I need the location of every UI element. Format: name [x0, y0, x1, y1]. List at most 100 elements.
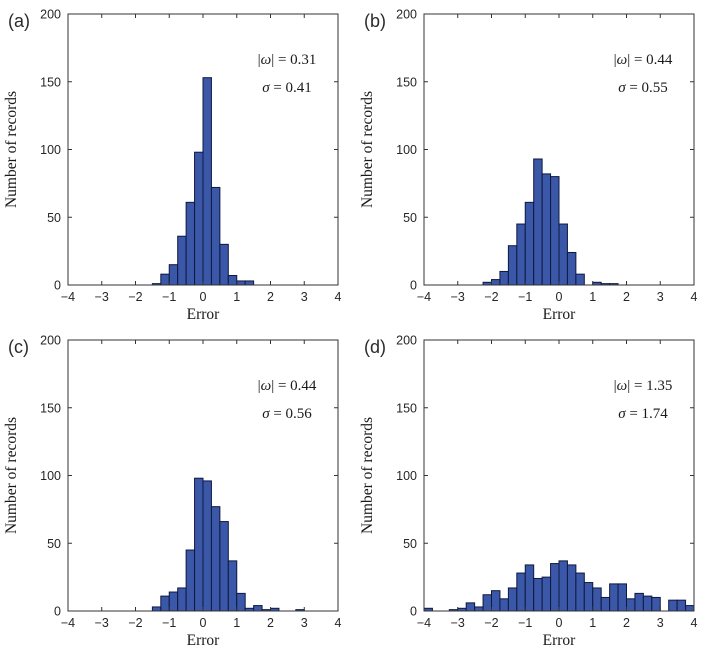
- x-axis-label: Error: [187, 306, 221, 323]
- x-tick-label: 4: [335, 616, 342, 630]
- x-tick-label: −3: [451, 616, 465, 630]
- histogram-bar: [558, 560, 568, 612]
- x-tick-label: 2: [623, 616, 630, 630]
- histogram-bar: [609, 583, 619, 612]
- y-axis-label: Number of records: [359, 91, 376, 208]
- histogram-bar: [227, 560, 238, 612]
- annotation-sigma: σ = 0.41: [262, 80, 312, 96]
- histogram-bar: [634, 592, 644, 612]
- y-tick-label: 200: [396, 334, 417, 348]
- histogram-bar: [558, 223, 568, 286]
- histogram-bar: [160, 595, 170, 612]
- x-tick-label: −3: [451, 290, 465, 304]
- histogram-bar: [151, 606, 162, 612]
- histogram-bar: [533, 158, 543, 286]
- y-tick-label: 100: [396, 469, 417, 483]
- x-tick-label: 2: [267, 290, 274, 304]
- histogram-bar: [168, 264, 179, 286]
- histogram-bar: [566, 564, 577, 612]
- histogram-bar: [533, 577, 543, 612]
- x-tick-label: −4: [61, 616, 75, 630]
- y-tick-label: 50: [403, 537, 417, 551]
- histogram-bar: [236, 592, 246, 612]
- histogram-bar: [575, 273, 585, 286]
- histogram-bar: [507, 587, 518, 612]
- x-tick-label: 1: [589, 616, 596, 630]
- histogram-bar: [516, 572, 526, 612]
- x-tick-label: 0: [556, 290, 563, 304]
- histogram-bar: [516, 223, 526, 286]
- histogram-bar: [491, 279, 501, 286]
- histogram-bar: [482, 594, 492, 612]
- panel-letter: (c): [8, 337, 29, 357]
- histogram-plot-a: −4 −3 −2 −1 0 1 2 3 4 0 50 100 150 200 Error Number of …: [3, 8, 342, 324]
- x-axis-label: Error: [543, 632, 577, 649]
- histogram-plot-d: −4 −3 −2 −1 0 1 2 3 4 0 50 100 150 200 Error Number of …: [359, 334, 698, 650]
- y-tick-label: 100: [396, 143, 417, 157]
- annotation-omega: |ω| = 0.44: [614, 52, 673, 68]
- annotation-sigma: σ = 0.55: [618, 80, 668, 96]
- histogram-bar: [676, 599, 687, 612]
- histogram-bar: [617, 583, 627, 612]
- histogram-bar: [202, 480, 212, 612]
- annotation-omega: |ω| = 0.31: [258, 52, 317, 68]
- histogram-bar: [185, 549, 196, 612]
- histogram-bar: [194, 477, 204, 612]
- x-axis-label: Error: [187, 632, 221, 649]
- x-tick-label: −2: [484, 616, 498, 630]
- x-tick-label: −4: [417, 616, 431, 630]
- x-tick-label: −2: [128, 290, 142, 304]
- histogram-bar: [600, 596, 611, 612]
- histogram-bar: [499, 270, 509, 286]
- histogram-bar: [491, 590, 501, 612]
- y-tick-label: 150: [396, 401, 417, 415]
- y-axis-label: Number of records: [359, 417, 376, 534]
- y-tick-label: 0: [410, 605, 417, 619]
- x-tick-label: −1: [162, 290, 176, 304]
- histogram-bar: [541, 173, 552, 286]
- histogram-bar: [651, 596, 661, 612]
- panel-c: −4 −3 −2 −1 0 1 2 3 4 0 50 100 150 200 Error Number of …: [0, 326, 356, 652]
- histogram-bar: [465, 602, 476, 612]
- histogram-bar: [668, 599, 678, 612]
- annotation-sigma: σ = 1.74: [618, 406, 668, 422]
- histogram-bar: [227, 275, 238, 286]
- annotation-sigma: σ = 0.56: [262, 406, 312, 422]
- histogram-bar: [185, 201, 196, 286]
- x-tick-label: 3: [301, 290, 308, 304]
- x-tick-label: −2: [128, 616, 142, 630]
- y-tick-label: 100: [40, 469, 61, 483]
- y-axis-label: Number of records: [3, 91, 20, 208]
- histogram-bar: [550, 176, 560, 286]
- x-axis-label: Error: [543, 306, 577, 323]
- y-tick-label: 0: [410, 279, 417, 293]
- histogram-bar: [575, 572, 585, 612]
- x-tick-label: 4: [691, 616, 698, 630]
- y-tick-label: 100: [40, 143, 61, 157]
- histogram-bar: [499, 598, 509, 612]
- y-tick-label: 0: [54, 605, 61, 619]
- y-tick-label: 150: [40, 401, 61, 415]
- x-tick-label: 3: [301, 616, 308, 630]
- histogram-bar: [685, 605, 695, 612]
- x-tick-label: 0: [200, 616, 207, 630]
- histogram-bar: [474, 606, 484, 612]
- x-tick-label: 3: [657, 290, 664, 304]
- panel-letter: (b): [364, 11, 386, 31]
- x-tick-label: −3: [95, 290, 109, 304]
- x-tick-label: 1: [233, 290, 240, 304]
- x-tick-label: 2: [623, 290, 630, 304]
- histogram-bar: [168, 591, 179, 612]
- x-tick-label: 0: [556, 616, 563, 630]
- y-tick-label: 200: [396, 8, 417, 22]
- x-tick-label: −1: [518, 616, 532, 630]
- panel-b: −4 −3 −2 −1 0 1 2 3 4 0 50 100 150 200 Error Number of …: [356, 0, 712, 326]
- x-tick-label: 3: [657, 616, 664, 630]
- histogram-bar: [219, 521, 229, 612]
- histogram-bar: [253, 605, 263, 612]
- y-tick-label: 200: [40, 8, 61, 22]
- x-tick-label: −4: [417, 290, 431, 304]
- y-tick-label: 150: [40, 75, 61, 89]
- x-tick-label: −2: [484, 290, 498, 304]
